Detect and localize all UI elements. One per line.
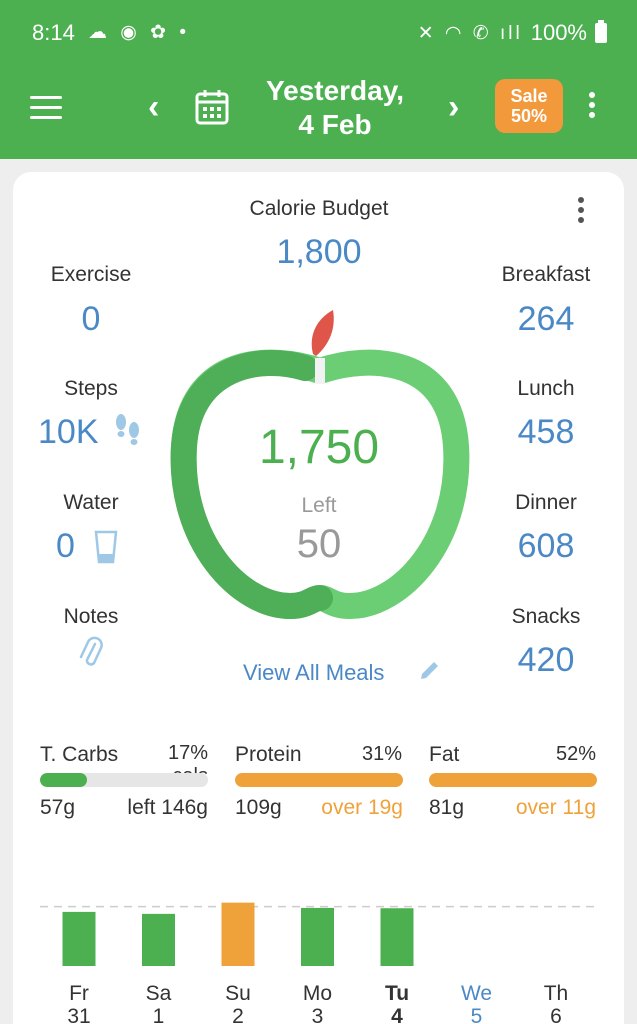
day-label-fr[interactable]: Fr [69, 982, 89, 1005]
water-value[interactable]: 0 [56, 527, 75, 565]
overflow-menu-icon[interactable] [587, 92, 597, 122]
macro-remaining-protein: over 19g [321, 796, 403, 819]
macro-bar-fat [429, 773, 597, 787]
day-number-we[interactable]: 5 [471, 1005, 483, 1024]
system-icons: ✕ ◠ ✆ ıll [417, 22, 523, 44]
sale-percent: 50% [510, 106, 548, 126]
battery-icon [595, 20, 607, 43]
snacks-label: Snacks [511, 605, 581, 628]
calories-left: 50 [296, 522, 342, 566]
day-number-tu[interactable]: 4 [391, 1005, 403, 1024]
day-number-mo[interactable]: 3 [312, 1005, 324, 1024]
footprints-icon [116, 414, 139, 445]
day-label-sa[interactable]: Sa [146, 982, 172, 1005]
date-title-line2: 4 Feb [298, 109, 372, 140]
bar-su[interactable] [221, 902, 255, 966]
day-number-fr[interactable]: 31 [67, 1005, 90, 1024]
steps-value[interactable]: 10K [38, 413, 99, 451]
card-more-icon[interactable] [576, 197, 586, 227]
left-label: Left [301, 494, 337, 517]
lunch-value[interactable]: 458 [517, 413, 575, 451]
day-label-we[interactable]: We [461, 982, 492, 1005]
budget-value[interactable]: 1,800 [276, 233, 362, 271]
snacks-value[interactable]: 420 [517, 641, 575, 679]
exercise-label: Exercise [50, 263, 132, 286]
dinner-label: Dinner [515, 491, 577, 514]
macro-name-protein: Protein [235, 743, 302, 766]
bar-sa[interactable] [142, 913, 175, 966]
breakfast-value[interactable]: 264 [517, 300, 575, 338]
macro-remaining-fat: over 11g [515, 796, 596, 819]
day-label-tu[interactable]: Tu [385, 982, 409, 1005]
status-bar: 8:14 ☁ ◉ ✿ • ✕ ◠ ✆ ıll 100% [0, 0, 637, 66]
date-title-line1: Yesterday, [265, 75, 405, 106]
day-label-mo[interactable]: Mo [303, 982, 332, 1005]
notes-label: Notes [63, 605, 119, 628]
status-right: ✕ ◠ ✆ ıll 100% [418, 20, 607, 46]
macro-pct-protein: 31% [361, 743, 402, 765]
day-number-th[interactable]: 6 [550, 1005, 562, 1024]
pencil-icon[interactable] [418, 658, 442, 682]
macro-pct-fat: 52% [555, 743, 596, 765]
day-label-th[interactable]: Th [544, 982, 569, 1005]
macro-bar-protein [235, 773, 403, 787]
macro-grams-carbs: 57g [40, 796, 76, 819]
sale-button[interactable]: Sale 50% [495, 79, 563, 133]
bar-mo[interactable] [301, 907, 334, 966]
day-number-su[interactable]: 2 [232, 1005, 244, 1024]
day-number-sa[interactable]: 1 [153, 1005, 165, 1024]
macro-name-fat: Fat [429, 743, 460, 766]
notification-icons: ☁ ◉ ✿ • [88, 22, 190, 43]
macro-remaining-carbs: left 146g [127, 796, 208, 819]
day-label-su[interactable]: Su [225, 982, 251, 1005]
view-all-meals-link[interactable]: View All Meals [243, 660, 385, 685]
bar-fr[interactable] [62, 911, 96, 966]
calories-eaten[interactable]: 1,750 [258, 421, 380, 474]
budget-label: Calorie Budget [249, 197, 389, 220]
bar-tu[interactable] [380, 908, 414, 966]
chevron-left-icon[interactable]: ‹ [148, 88, 160, 126]
dinner-value[interactable]: 608 [517, 527, 575, 565]
calendar-icon[interactable] [195, 89, 229, 125]
apple-progress-ring [170, 310, 470, 620]
lunch-label: Lunch [517, 377, 575, 400]
paperclip-icon[interactable] [78, 636, 104, 670]
macro-bar-carbs [40, 773, 208, 787]
status-time: 8:14 [32, 20, 75, 45]
exercise-value[interactable]: 0 [81, 300, 101, 338]
macro-grams-fat: 81g [429, 796, 465, 819]
battery-percent: 100% [530, 20, 587, 45]
macro-name-carbs: T. Carbs [40, 743, 119, 766]
app-bar: ‹ Yesterday, 4 Feb › Sale 50% [0, 66, 637, 159]
sale-label: Sale [510, 86, 548, 106]
menu-icon[interactable] [30, 96, 62, 120]
date-title[interactable]: Yesterday, 4 Feb [250, 74, 420, 142]
apple-leaf-icon [311, 310, 334, 356]
steps-label: Steps [64, 377, 118, 400]
chevron-right-icon[interactable]: › [448, 88, 460, 126]
water-glass-icon[interactable] [94, 530, 118, 564]
breakfast-label: Breakfast [501, 263, 591, 286]
macro-grams-protein: 109g [235, 796, 282, 819]
water-label: Water [63, 491, 119, 514]
